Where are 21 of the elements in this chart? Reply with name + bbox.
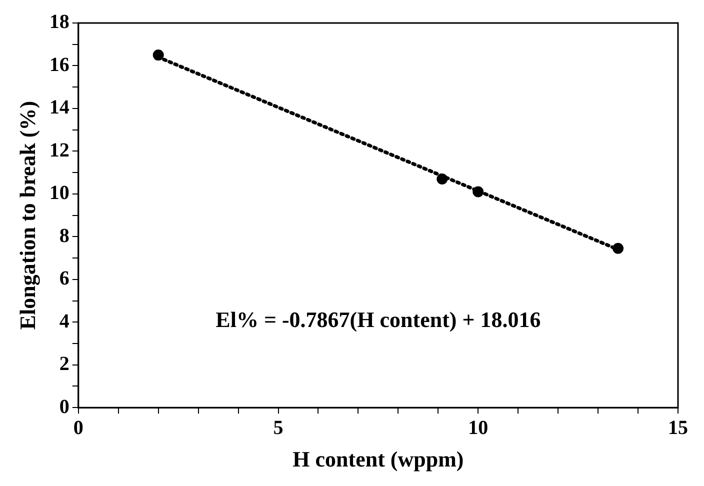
annotation: El% = -0.7867(H content) + 18.016 bbox=[216, 306, 541, 332]
x-tick-label: 15 bbox=[668, 416, 688, 439]
y-tick-label: 14 bbox=[49, 96, 70, 119]
point bbox=[472, 186, 484, 198]
x-axis-title: H content (wppm) bbox=[292, 446, 464, 472]
point bbox=[152, 50, 164, 61]
x-tick-label: 10 bbox=[468, 416, 488, 439]
y-tick-label: 6 bbox=[59, 268, 70, 290]
y-tick-label: 2 bbox=[59, 353, 70, 376]
y-tick-label: 4 bbox=[59, 310, 70, 332]
point bbox=[436, 173, 448, 184]
y-tick-label: 0 bbox=[59, 396, 70, 418]
y-tick-label: 10 bbox=[49, 182, 70, 204]
y-tick-label: 12 bbox=[49, 139, 70, 162]
x-tick-label: 5 bbox=[273, 416, 284, 439]
x-tick-label: 0 bbox=[73, 416, 84, 439]
y-tick-label: 8 bbox=[59, 224, 70, 247]
point bbox=[612, 242, 624, 254]
y-axis-title: Elongation to break (%) bbox=[14, 100, 40, 330]
y-tick-label: 18 bbox=[49, 11, 70, 34]
y-tick-label: 16 bbox=[49, 54, 70, 76]
